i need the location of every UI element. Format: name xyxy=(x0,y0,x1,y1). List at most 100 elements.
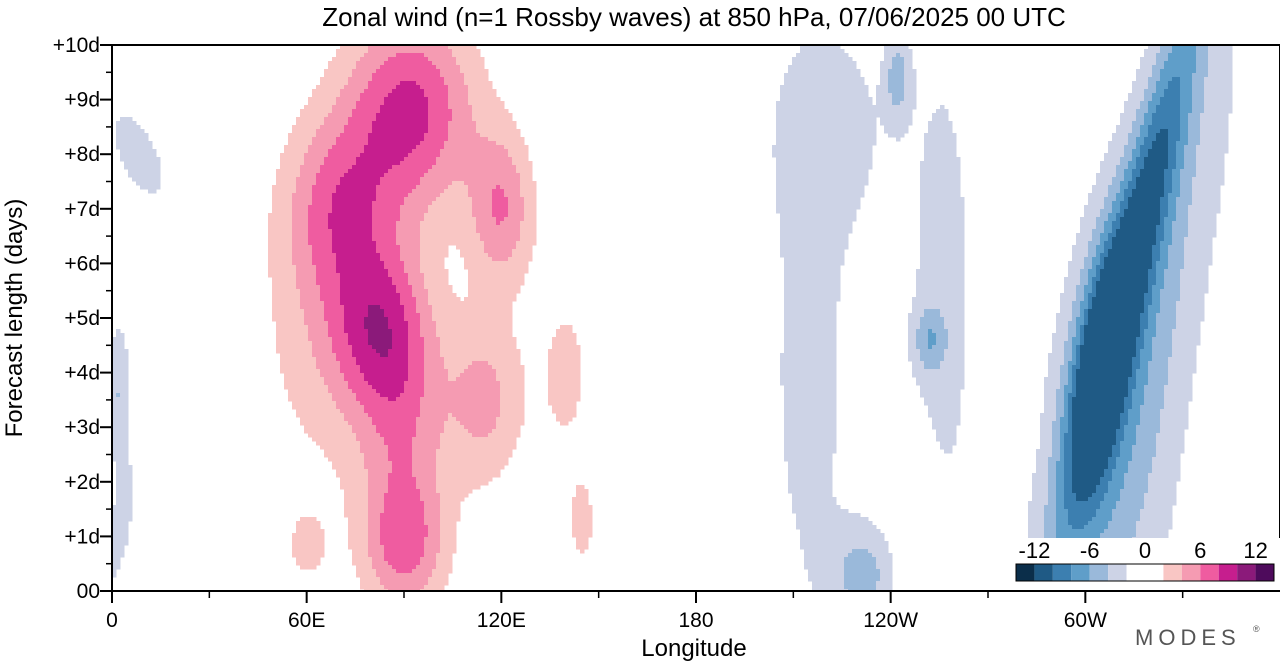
contour-cell xyxy=(328,93,333,98)
contour-cell xyxy=(476,85,481,90)
contour-cell xyxy=(324,137,329,142)
contour-cell xyxy=(456,53,461,58)
contour-cell xyxy=(792,185,797,190)
contour-cell xyxy=(476,101,481,106)
contour-cell xyxy=(496,205,501,210)
contour-cell xyxy=(508,129,513,134)
contour-cell xyxy=(1152,145,1157,150)
contour-cell xyxy=(300,121,305,126)
contour-cell xyxy=(444,165,449,170)
contour-cell xyxy=(880,93,885,98)
contour-cell xyxy=(804,61,809,66)
contour-cell xyxy=(516,157,521,162)
contour-cell xyxy=(400,165,405,170)
contour-cell xyxy=(152,153,157,158)
contour-cell xyxy=(368,109,373,114)
contour-cell xyxy=(1184,177,1189,182)
contour-cell xyxy=(792,213,797,218)
contour-cell xyxy=(816,97,821,102)
contour-cell xyxy=(320,181,325,186)
contour-cell xyxy=(372,121,377,126)
contour-cell xyxy=(316,129,321,134)
contour-cell xyxy=(336,157,341,162)
contour-cell xyxy=(436,101,441,106)
contour-cell xyxy=(288,197,293,202)
contour-cell xyxy=(444,205,449,210)
contour-cell xyxy=(1108,209,1113,214)
contour-cell xyxy=(808,105,813,110)
contour-cell xyxy=(512,205,517,210)
contour-cell xyxy=(276,213,281,218)
contour-cell xyxy=(1140,109,1145,114)
contour-cell xyxy=(792,193,797,198)
contour-cell xyxy=(324,165,329,170)
contour-cell xyxy=(1188,165,1193,170)
contour-cell xyxy=(900,105,905,110)
contour-cell xyxy=(1220,161,1225,166)
contour-cell xyxy=(1228,101,1233,106)
contour-cell xyxy=(1136,109,1141,114)
contour-cell xyxy=(888,93,893,98)
contour-cell xyxy=(468,105,473,110)
contour-cell xyxy=(944,109,949,114)
contour-cell xyxy=(948,181,953,186)
contour-cell xyxy=(384,181,389,186)
contour-cell xyxy=(448,177,453,182)
contour-cell xyxy=(380,213,385,218)
contour-cell xyxy=(1116,137,1121,142)
contour-cell xyxy=(1204,181,1209,186)
contour-cell xyxy=(388,73,393,78)
contour-cell xyxy=(1116,165,1121,170)
contour-cell xyxy=(912,93,917,98)
contour-cell xyxy=(840,149,845,154)
contour-cell xyxy=(1132,153,1137,158)
contour-cell xyxy=(152,189,157,194)
contour-cell xyxy=(796,57,801,62)
contour-cell xyxy=(284,157,289,162)
contour-cell xyxy=(1208,117,1213,122)
contour-cell xyxy=(292,141,297,146)
contour-cell xyxy=(800,169,805,174)
contour-cell xyxy=(440,129,445,134)
contour-cell xyxy=(1212,193,1217,198)
contour-cell xyxy=(1148,161,1153,166)
contour-cell xyxy=(1104,209,1109,214)
contour-cell xyxy=(512,157,517,162)
contour-cell xyxy=(908,101,913,106)
contour-cell xyxy=(800,145,805,150)
contour-cell xyxy=(412,169,417,174)
contour-cell xyxy=(1208,201,1213,206)
contour-cell xyxy=(1184,81,1189,86)
contour-cell xyxy=(356,173,361,178)
contour-cell xyxy=(1136,113,1141,118)
contour-cell xyxy=(1216,201,1221,206)
contour-cell xyxy=(940,173,945,178)
contour-cell xyxy=(1160,173,1165,178)
contour-cell xyxy=(288,153,293,158)
contour-cell xyxy=(1168,53,1173,58)
contour-cell xyxy=(388,61,393,66)
contour-cell xyxy=(1228,85,1233,90)
contour-cell xyxy=(116,137,121,142)
contour-cell xyxy=(416,157,421,162)
contour-cell xyxy=(272,197,277,202)
contour-cell xyxy=(496,133,501,138)
contour-cell xyxy=(480,93,485,98)
contour-cell xyxy=(788,185,793,190)
contour-cell xyxy=(316,177,321,182)
contour-cell xyxy=(812,201,817,206)
contour-cell xyxy=(336,141,341,146)
contour-cell xyxy=(472,177,477,182)
contour-cell xyxy=(952,185,957,190)
contour-cell xyxy=(860,149,865,154)
contour-cell xyxy=(352,105,357,110)
contour-cell xyxy=(1168,193,1173,198)
contour-cell xyxy=(324,113,329,118)
contour-cell xyxy=(808,129,813,134)
contour-cell xyxy=(864,153,869,158)
contour-cell xyxy=(452,101,457,106)
contour-cell xyxy=(792,141,797,146)
contour-cell xyxy=(928,197,933,202)
contour-cell xyxy=(1200,73,1205,78)
contour-cell xyxy=(460,201,465,206)
